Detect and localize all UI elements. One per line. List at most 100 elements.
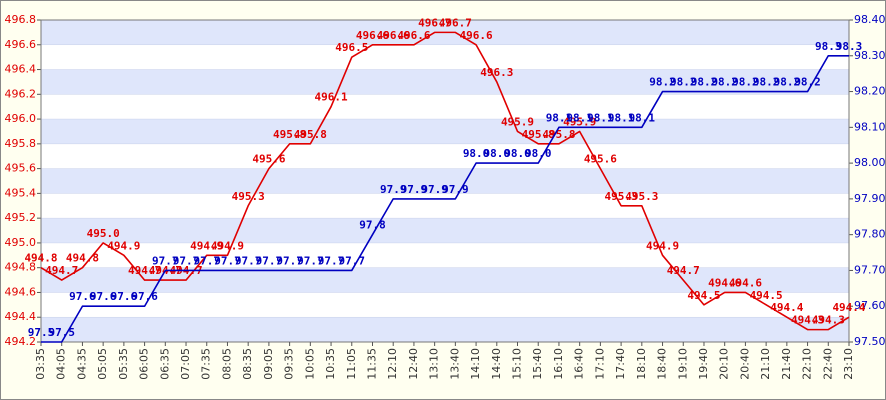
value-label: 494.9 [190, 239, 223, 252]
value-label: 495.6 [252, 153, 285, 166]
value-label: 496.5 [335, 41, 368, 54]
value-label: 97.7 [318, 254, 345, 267]
y2-tick-label: 97.70 [854, 263, 886, 276]
value-label: 98.2 [732, 76, 759, 89]
grid-band [41, 317, 849, 342]
value-label: 98.2 [649, 76, 676, 89]
value-label: 494.7 [45, 264, 78, 277]
value-label: 494.8 [66, 252, 99, 265]
value-label: 98.0 [525, 147, 552, 160]
value-label: 97.7 [173, 254, 200, 267]
value-label: 97.7 [276, 254, 303, 267]
x-tick-label: 10:05 [303, 348, 316, 380]
value-label: 495.8 [522, 128, 555, 141]
x-tick-label: 15:10 [511, 348, 524, 380]
value-label: 97.5 [48, 326, 75, 339]
value-label: 494.8 [24, 252, 57, 265]
value-label: 98.2 [753, 76, 780, 89]
x-tick-label: 22:40 [821, 348, 834, 380]
value-label: 494.5 [687, 289, 720, 302]
value-label: 97.6 [111, 290, 138, 303]
x-tick-label: 07:35 [200, 348, 213, 380]
x-tick-label: 21:10 [759, 348, 772, 380]
value-label: 97.6 [69, 290, 96, 303]
x-tick-label: 10:35 [324, 348, 337, 380]
x-tick-label: 13:40 [448, 348, 461, 380]
value-label: 496.6 [460, 29, 493, 42]
y-tick-label: 494.2 [5, 335, 37, 348]
value-label: 97.6 [90, 290, 117, 303]
value-label: 494.4 [832, 301, 865, 314]
x-tick-label: 17:40 [614, 348, 627, 380]
x-tick-label: 05:35 [117, 348, 130, 380]
x-tick-label: 05:05 [96, 348, 109, 380]
value-label: 494.9 [646, 239, 679, 252]
x-tick-label: 12:10 [386, 348, 399, 380]
x-tick-label: 03:35 [34, 348, 47, 380]
y-tick-label: 496.2 [5, 87, 37, 100]
value-label: 496.6 [377, 29, 410, 42]
value-label: 495.3 [605, 190, 638, 203]
y-tick-label: 496.8 [5, 13, 37, 26]
value-label: 496.7 [439, 16, 472, 29]
x-tick-label: 19:10 [676, 348, 689, 380]
value-label: 97.5 [28, 326, 55, 339]
value-label: 97.9 [401, 183, 428, 196]
value-label: 97.8 [359, 219, 386, 232]
value-label: 494.6 [729, 276, 762, 289]
value-label: 98.2 [691, 76, 718, 89]
value-label: 98.0 [504, 147, 531, 160]
x-tick-label: 20:10 [718, 348, 731, 380]
value-label: 97.7 [297, 254, 324, 267]
x-tick-label: 08:35 [241, 348, 254, 380]
x-tick-label: 17:10 [593, 348, 606, 380]
y-tick-label: 495.4 [5, 186, 37, 199]
value-label: 495.8 [294, 128, 327, 141]
y2-tick-label: 97.50 [854, 335, 886, 348]
x-tick-label: 09:35 [283, 348, 296, 380]
value-label: 494.6 [708, 276, 741, 289]
value-label: 494.9 [107, 239, 140, 252]
y-tick-label: 496.0 [5, 112, 37, 125]
x-tick-label: 14:10 [469, 348, 482, 380]
x-tick-label: 21:40 [780, 348, 793, 380]
value-label: 496.7 [418, 16, 451, 29]
x-tick-label: 07:05 [179, 348, 192, 380]
value-label: 494.4 [770, 301, 803, 314]
y2-tick-label: 97.90 [854, 192, 886, 205]
y-tick-label: 495.8 [5, 137, 37, 150]
value-label: 494.3 [791, 314, 824, 327]
plot-background [41, 20, 849, 342]
x-tick-label: 13:10 [428, 348, 441, 380]
y2-tick-label: 97.60 [854, 299, 886, 312]
x-tick-label: 04:05 [55, 348, 68, 380]
value-label: 495.9 [501, 115, 534, 128]
y-tick-label: 494.6 [5, 285, 37, 298]
y-tick-label: 496.4 [5, 63, 37, 76]
y2-tick-label: 97.80 [854, 228, 886, 241]
y-tick-label: 495.2 [5, 211, 37, 224]
grid-band [41, 69, 849, 95]
value-label: 495.0 [87, 227, 120, 240]
value-label: 494.7 [128, 264, 161, 277]
value-label: 97.9 [421, 183, 448, 196]
y-tick-label: 494.4 [5, 310, 37, 323]
series-line [41, 54, 849, 343]
y2-tick-label: 98.10 [854, 120, 886, 133]
x-tick-label: 12:40 [407, 348, 420, 380]
y-tick-label: 495.6 [5, 162, 37, 175]
x-tick-label: 22:10 [801, 348, 814, 380]
value-label: 98.1 [608, 111, 635, 124]
value-label: 98.0 [463, 147, 490, 160]
x-tick-label: 09:05 [262, 348, 275, 380]
value-label: 98.1 [546, 111, 573, 124]
x-tick-label: 15:40 [531, 348, 544, 380]
value-label: 98.3 [815, 40, 842, 53]
x-tick-label: 04:35 [75, 348, 88, 380]
value-label: 98.2 [711, 76, 738, 89]
x-tick-label: 06:35 [158, 348, 171, 380]
value-label: 98.1 [566, 111, 593, 124]
value-label: 495.8 [273, 128, 306, 141]
value-label: 496.6 [356, 29, 389, 42]
